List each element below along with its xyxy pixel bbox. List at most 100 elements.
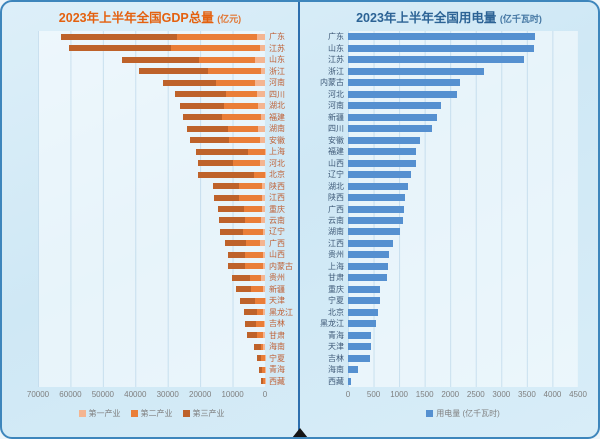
power-chart-title: 2023年上半年全国用电量 (亿千瓦时) bbox=[300, 7, 598, 29]
gdp-category-label: 海南 bbox=[269, 342, 285, 352]
gdp-stacked-bar bbox=[247, 332, 265, 339]
gdp-bar-segment bbox=[216, 79, 256, 86]
power-xaxis-tick: 3500 bbox=[517, 390, 536, 399]
gdp-bar-row bbox=[38, 203, 265, 214]
power-bar-row bbox=[348, 77, 578, 88]
gdp-bar-row bbox=[38, 364, 265, 375]
gdp-bar-segment bbox=[262, 228, 265, 235]
power-bar-row bbox=[348, 376, 578, 387]
gdp-bar-row bbox=[38, 238, 265, 249]
power-xaxis-tick: 500 bbox=[366, 390, 381, 399]
power-category-label: 浙江 bbox=[328, 66, 344, 76]
gdp-category-label: 云南 bbox=[269, 215, 285, 225]
power-bar bbox=[348, 274, 387, 282]
power-bar bbox=[348, 251, 390, 259]
gdp-bar-segment bbox=[262, 183, 265, 190]
gdp-bar-row bbox=[38, 100, 265, 111]
gdp-stacked-bar bbox=[187, 125, 265, 132]
gdp-bar-segment bbox=[255, 56, 265, 63]
gdp-category-label: 吉林 bbox=[269, 319, 285, 329]
gdp-bar-segment bbox=[245, 217, 261, 224]
gdp-bar-row bbox=[38, 215, 265, 226]
gdp-bar-segment bbox=[228, 125, 259, 132]
gdp-bar-row bbox=[38, 226, 265, 237]
gdp-category-label: 安徽 bbox=[269, 135, 285, 145]
power-bar-row bbox=[348, 203, 578, 214]
gdp-xaxis-tick: 40000 bbox=[124, 390, 147, 399]
gdp-category-label: 福建 bbox=[269, 112, 285, 122]
power-chart-panel: 2023年上半年全国用电量 (亿千瓦时) 广东 山东 江苏 浙江 内蒙古 河北 河南 新疆 四川… bbox=[300, 2, 598, 437]
gdp-stacked-bar bbox=[218, 206, 265, 212]
gdp-bar-segment bbox=[213, 183, 239, 190]
power-bar-row bbox=[348, 284, 578, 295]
gdp-bar-segment bbox=[223, 102, 259, 109]
gdp-bar-segment bbox=[260, 240, 265, 247]
gdp-bar-segment bbox=[239, 297, 256, 304]
gdp-stacked-bar bbox=[182, 114, 265, 121]
power-category-label: 广西 bbox=[328, 204, 344, 214]
power-category-label: 宁夏 bbox=[328, 296, 344, 306]
gdp-chart-title-text: 2023年上半年全国GDP总量 bbox=[58, 11, 214, 25]
gdp-bar-segment bbox=[257, 91, 265, 98]
gdp-bar-row bbox=[38, 330, 265, 341]
gdp-category-label: 新疆 bbox=[269, 284, 285, 294]
gdp-legend-item: 第二产业 bbox=[130, 408, 173, 419]
gdp-xaxis-tick: 10000 bbox=[221, 390, 244, 399]
power-xaxis-tick: 4500 bbox=[569, 390, 587, 399]
gdp-category-label: 江西 bbox=[269, 193, 285, 203]
gdp-legend-item: 第三产业 bbox=[182, 408, 225, 419]
gdp-bar-row bbox=[38, 54, 265, 65]
gdp-stacked-bar bbox=[121, 56, 265, 63]
gdp-category-label: 重庆 bbox=[269, 204, 285, 214]
power-bar-row bbox=[348, 238, 578, 249]
gdp-bar-segment bbox=[256, 355, 261, 362]
gdp-bar-row bbox=[38, 169, 265, 180]
gdp-bar-segment bbox=[259, 366, 263, 373]
power-xaxis-tick: 1500 bbox=[415, 390, 434, 399]
gdp-bar-segment bbox=[260, 137, 265, 144]
gdp-category-label: 贵州 bbox=[269, 273, 285, 283]
power-bar bbox=[348, 343, 372, 351]
gdp-bar-row bbox=[38, 31, 265, 42]
power-bar-row bbox=[348, 123, 578, 134]
gdp-stacked-bar bbox=[239, 297, 265, 304]
gdp-bar-segment bbox=[247, 332, 257, 339]
gdp-stacked-bar bbox=[219, 217, 265, 224]
gdp-bar-segment bbox=[263, 286, 265, 293]
gdp-stacked-bar bbox=[243, 309, 265, 316]
gdp-bar-segment bbox=[246, 240, 261, 247]
power-category-label: 湖南 bbox=[328, 227, 344, 237]
gdp-bar-row bbox=[38, 111, 265, 122]
gdp-category-label: 广东 bbox=[269, 32, 285, 42]
power-bar-row bbox=[348, 318, 578, 329]
gdp-bar-segment bbox=[219, 217, 246, 224]
power-category-labels: 广东 山东 江苏 浙江 内蒙古 河北 河南 新疆 四川 安徽 福建 山西 辽宁 湖北 陕西 广西 云南 湖南 江西贵… bbox=[304, 31, 344, 387]
gdp-bar-segment bbox=[233, 160, 260, 167]
gdp-stacked-bar bbox=[163, 79, 265, 86]
power-category-label: 辽宁 bbox=[328, 170, 344, 180]
gdp-xaxis-tick: 0 bbox=[262, 390, 268, 399]
gdp-category-label: 湖北 bbox=[269, 101, 285, 111]
gdp-bar-row bbox=[38, 192, 265, 203]
gdp-stacked-bar bbox=[190, 137, 265, 144]
gdp-stacked-bar bbox=[61, 33, 265, 40]
power-category-label: 四川 bbox=[328, 124, 344, 134]
power-category-label: 黑龙江 bbox=[320, 319, 344, 329]
gdp-xaxis: 70000 60000 50000 40000 30000 20000 10000 0 bbox=[27, 389, 295, 402]
power-bar bbox=[348, 125, 432, 133]
gdp-bar-segment bbox=[239, 194, 263, 201]
cursor-pointer-icon bbox=[292, 428, 308, 437]
power-bar bbox=[348, 67, 484, 75]
gdp-bar-segment bbox=[227, 251, 245, 258]
power-bar bbox=[348, 136, 420, 144]
gdp-bar-row bbox=[38, 272, 265, 283]
gdp-bar-row bbox=[38, 249, 265, 260]
gdp-bar-row bbox=[38, 376, 265, 387]
gdp-stacked-bar bbox=[214, 194, 265, 201]
gdp-bar-segment bbox=[263, 263, 265, 270]
gdp-chart-title-unit: (亿元) bbox=[217, 14, 242, 24]
power-bar-row bbox=[348, 146, 578, 157]
gdp-xaxis-tick: 70000 bbox=[26, 390, 50, 399]
gdp-category-label: 黑龙江 bbox=[269, 307, 293, 317]
gdp-bar-segment bbox=[255, 79, 265, 86]
